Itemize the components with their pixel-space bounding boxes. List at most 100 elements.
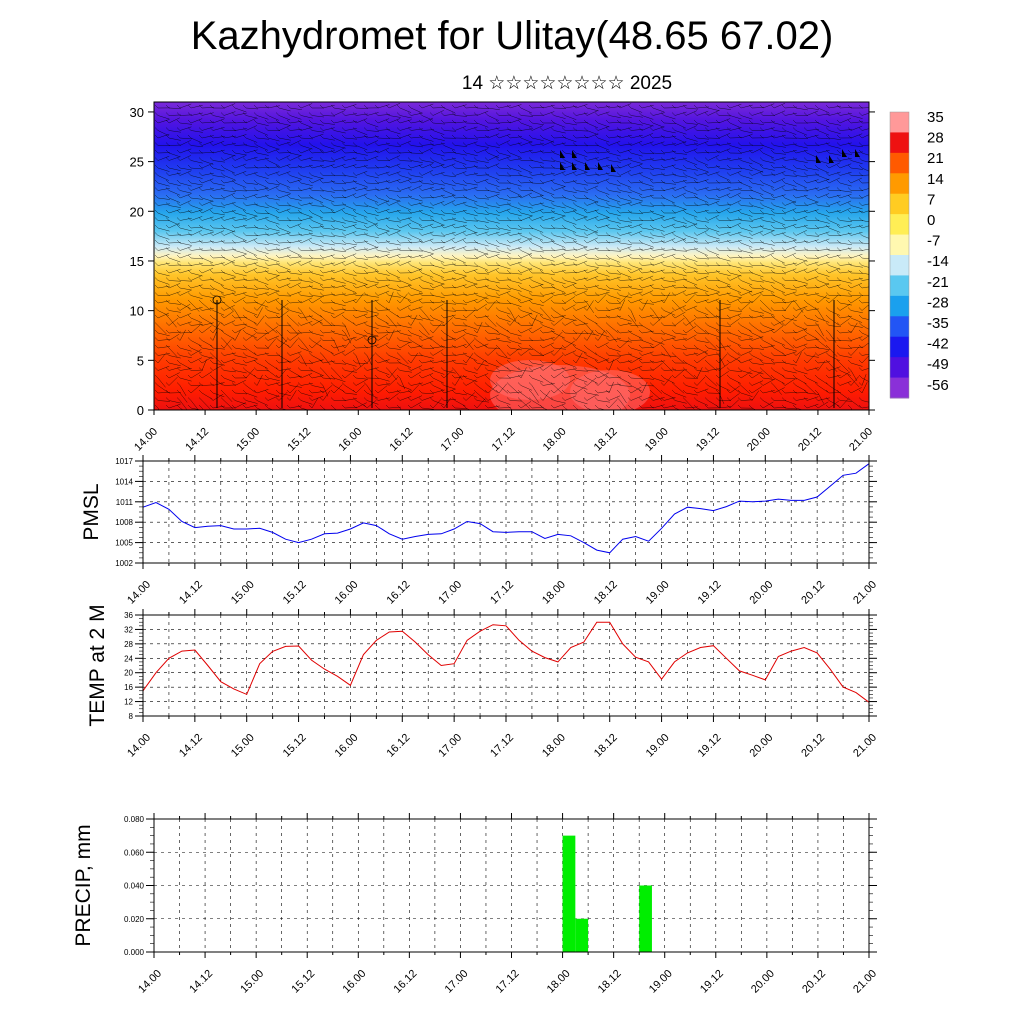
wind-barb (542, 216, 555, 221)
wind-barb-feather (154, 127, 159, 131)
wind-barb-feather (352, 202, 357, 206)
wind-barb (619, 149, 632, 154)
wind-barb-feather (539, 292, 544, 296)
wind-barb-feather (385, 277, 390, 281)
wind-barb-feather (550, 142, 555, 146)
wind-barb (465, 269, 478, 274)
wind-barb-feather (330, 172, 335, 176)
wind-barb-feather (814, 202, 819, 206)
wind-barb-feather (517, 269, 522, 274)
wind-barb (597, 257, 610, 260)
wind-barb (839, 355, 852, 358)
wind-barb-feather (374, 269, 379, 274)
wind-barb (839, 280, 852, 284)
wind-barb-feather (154, 134, 159, 139)
wind-barb-feather (297, 314, 302, 319)
wind-barb (322, 377, 335, 380)
wind-barb (520, 141, 533, 146)
wind-barb (454, 276, 467, 281)
wind-barb (366, 140, 378, 146)
wind-barb (399, 332, 412, 337)
wind-barb-feather (572, 277, 577, 281)
wind-barb-feather (572, 247, 577, 251)
wind-barb-feather (286, 217, 291, 221)
wind-barb (553, 107, 566, 109)
wind-barb-feather (176, 352, 181, 356)
wind-barb-feather (253, 202, 258, 206)
wind-barb-feather (836, 134, 841, 139)
wind-barb (817, 350, 830, 356)
wind-barb-feather (154, 224, 159, 229)
wind-barb (289, 205, 302, 210)
wind-barb-feather (836, 292, 841, 296)
wind-barb (575, 190, 588, 193)
wind-barb (487, 212, 500, 216)
wind-barb-feather (770, 194, 775, 199)
wind-barb-feather (550, 202, 555, 206)
wind-barb (289, 140, 301, 146)
wind-barb-feather (726, 269, 731, 274)
wind-barb-feather (473, 127, 478, 131)
wind-barb (685, 160, 698, 166)
wind-barb (421, 336, 434, 341)
wind-barb (421, 250, 434, 255)
wind-barb-feather (242, 104, 247, 109)
wind-barb-feather (616, 247, 621, 251)
wind-barb-feather (198, 164, 203, 169)
wind-barb-feather (253, 224, 258, 229)
wind-barb (619, 340, 632, 343)
wind-barb-feather (814, 367, 819, 371)
wind-barb-feather (484, 127, 489, 131)
wind-barb-feather (308, 142, 313, 146)
wind-barb (300, 103, 313, 109)
wind-barb-feather (198, 134, 203, 139)
wind-barb (652, 299, 665, 304)
wind-barb-feather (484, 217, 489, 221)
wind-barb (465, 182, 478, 186)
wind-barb-feather (187, 209, 192, 214)
wind-barb-feather (572, 119, 577, 124)
wind-barb-feather (704, 224, 709, 229)
wind-barb-feather (429, 157, 434, 161)
wind-barb (168, 347, 178, 357)
wind-barb (333, 370, 343, 380)
wind-barb (806, 354, 816, 364)
wind-barb-feather (231, 247, 236, 251)
wind-barb-feather (154, 307, 159, 311)
wind-barb (817, 360, 826, 371)
wind-barb-feather (550, 179, 555, 184)
wind-barb-feather (242, 127, 247, 131)
wind-barb-feather (275, 367, 280, 371)
wind-barb-feather (737, 284, 742, 289)
wind-barb-feather (781, 112, 786, 116)
wind-barb (861, 265, 869, 268)
wind-barb (289, 356, 301, 364)
wind-barb-feather (308, 232, 313, 236)
wind-barb (465, 379, 477, 386)
wind-barb (542, 363, 554, 371)
wind-barb-feather (374, 104, 379, 109)
wind-barb (432, 182, 445, 186)
wind-barb (366, 212, 379, 216)
wind-barb (432, 235, 445, 237)
wind-barb (762, 265, 775, 269)
wind-barb-feather (187, 359, 192, 364)
wind-barb (597, 217, 610, 221)
wind-barb (355, 347, 368, 349)
wind-barb (850, 296, 862, 304)
wind-barb-feather (583, 299, 588, 304)
wind-barb-feather (154, 389, 159, 394)
wind-barb (377, 290, 390, 296)
wind-barb (267, 145, 280, 150)
wind-barb-feather (781, 254, 786, 259)
wind-barb (278, 283, 291, 289)
wind-barb (674, 290, 686, 296)
wind-barb (322, 254, 335, 259)
wind-barb (399, 284, 412, 289)
wind-barb-feather (297, 134, 302, 139)
wind-barb (168, 366, 181, 371)
wind-barb (487, 175, 500, 180)
wind-barb (344, 193, 357, 199)
wind-barb (179, 114, 192, 116)
wind-barb-feather (550, 149, 555, 154)
